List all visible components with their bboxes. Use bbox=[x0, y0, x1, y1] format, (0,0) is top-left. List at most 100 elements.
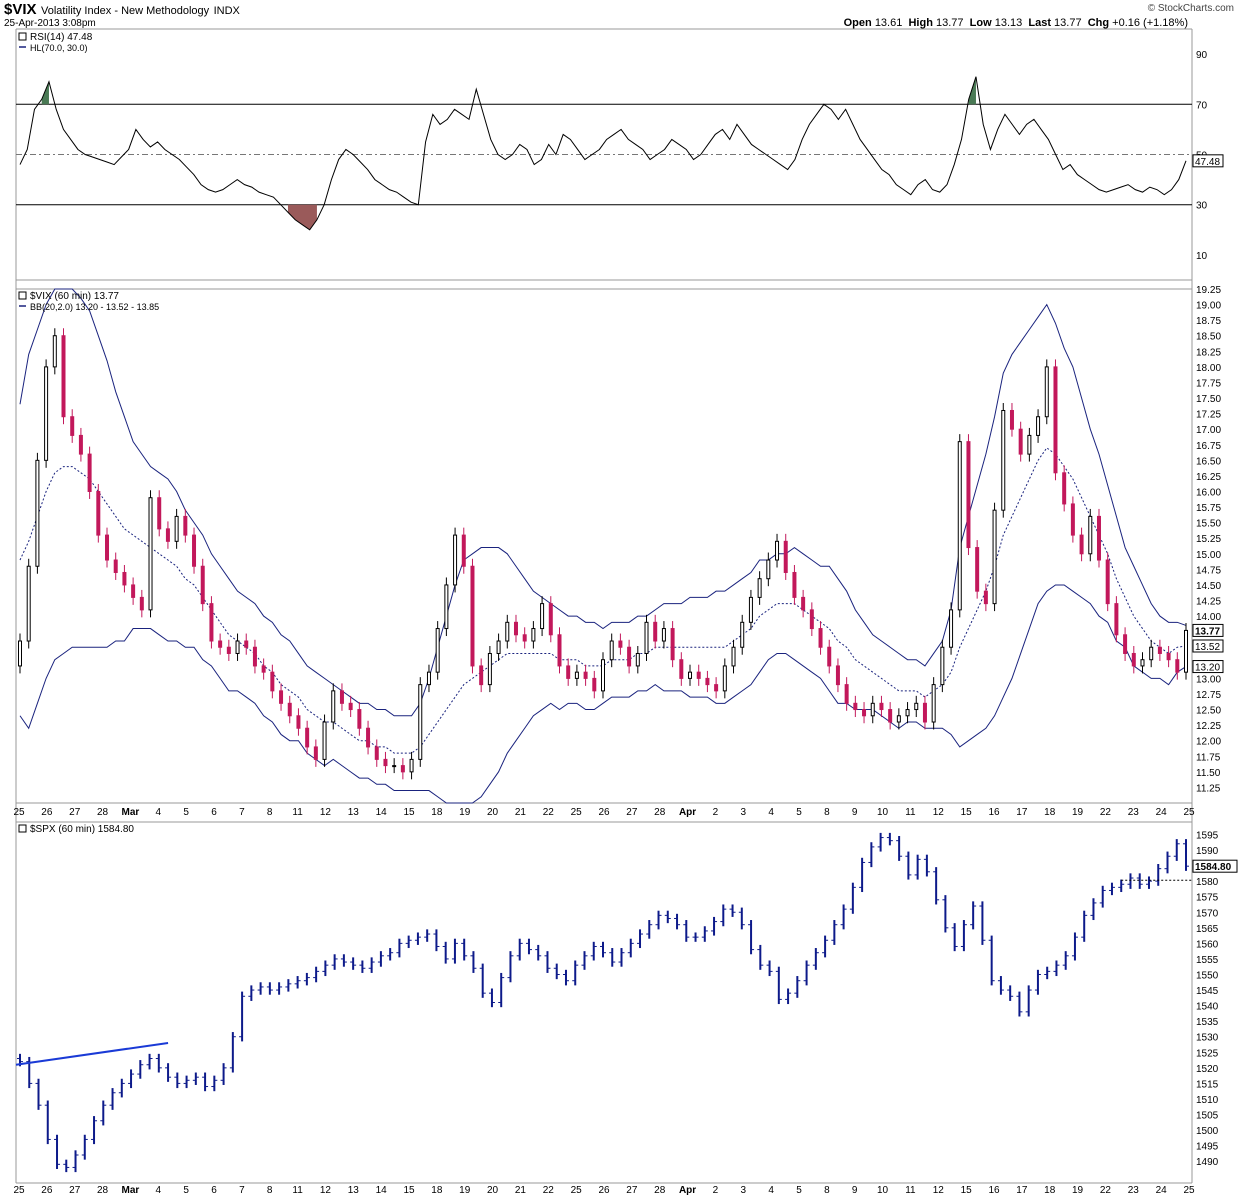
bb-legend: BB(20,2.0) 13.20 - 13.52 - 13.85 bbox=[30, 302, 159, 312]
vix-candle bbox=[905, 709, 910, 717]
vix-y-tick: 18.75 bbox=[1196, 316, 1221, 327]
vix-candle bbox=[505, 621, 510, 642]
rsi-y-tick: 10 bbox=[1196, 251, 1208, 262]
x-tick-label: 21 bbox=[515, 807, 527, 818]
x-tick-label: 5 bbox=[796, 1185, 802, 1196]
rsi-oversold-fill bbox=[287, 204, 317, 230]
chart-header: $VIX Volatility Index - New Methodology … bbox=[4, 1, 240, 19]
vix-y-tick: 14.00 bbox=[1196, 612, 1221, 623]
vix-candle bbox=[870, 702, 875, 717]
vix-candle bbox=[862, 709, 867, 717]
spx-y-tick: 1500 bbox=[1196, 1126, 1219, 1137]
vix-candle bbox=[966, 441, 971, 549]
vix-candle bbox=[192, 534, 197, 567]
x-tick-label: 19 bbox=[459, 807, 471, 818]
vix-candle bbox=[313, 746, 318, 760]
x-tick-label: 14 bbox=[376, 807, 388, 818]
vix-candle bbox=[731, 646, 736, 667]
x-tick-label: 4 bbox=[156, 1185, 162, 1196]
spx-y-tick: 1555 bbox=[1196, 955, 1219, 966]
x-tick-label: 15 bbox=[961, 807, 973, 818]
open-label: Open bbox=[843, 17, 872, 29]
x-tick-label: 26 bbox=[598, 807, 610, 818]
vix-candle bbox=[818, 628, 823, 648]
x-tick-label: 15 bbox=[403, 1185, 415, 1196]
vix-candle bbox=[339, 690, 344, 704]
vix-candle bbox=[305, 727, 310, 748]
x-tick-label: 22 bbox=[1100, 1185, 1112, 1196]
vix-candle bbox=[635, 652, 640, 667]
x-tick-label: 11 bbox=[292, 1185, 303, 1196]
x-tick-label: 2 bbox=[713, 807, 719, 818]
vix-candle bbox=[252, 646, 257, 667]
x-tick-label: 13 bbox=[348, 1185, 360, 1196]
vix-candle bbox=[279, 690, 284, 704]
x-tick-label: 26 bbox=[598, 1185, 610, 1196]
x-tick-label: 4 bbox=[768, 807, 774, 818]
vix-candle bbox=[479, 665, 484, 686]
low-value: 13.13 bbox=[994, 17, 1023, 29]
vix-candle bbox=[426, 671, 431, 686]
x-tick-label: Apr bbox=[679, 1185, 696, 1196]
spx-y-tick: 1530 bbox=[1196, 1033, 1219, 1044]
vix-candle bbox=[218, 640, 223, 648]
vix-candle bbox=[1070, 503, 1075, 536]
vix-candle bbox=[183, 515, 188, 536]
vix-candle bbox=[148, 497, 153, 611]
x-tick-label: 19 bbox=[1072, 807, 1084, 818]
vix-candle bbox=[757, 578, 762, 598]
x-tick-label: 28 bbox=[97, 807, 109, 818]
vix-candle bbox=[96, 490, 101, 536]
vix-legend: $VIX (60 min) 13.77 bbox=[30, 291, 119, 302]
last-value: 13.77 bbox=[1054, 17, 1082, 29]
spx-y-tick: 1540 bbox=[1196, 1002, 1219, 1013]
x-tick-label: 18 bbox=[1044, 1185, 1056, 1196]
vix-y-tick: 18.50 bbox=[1196, 332, 1221, 343]
vix-candle bbox=[374, 746, 379, 760]
vix-candle bbox=[244, 640, 249, 648]
vix-candle bbox=[296, 715, 301, 729]
vix-candle bbox=[331, 690, 336, 723]
vix-candle bbox=[931, 684, 936, 723]
x-tick-label: 20 bbox=[487, 807, 499, 818]
high-label: High bbox=[908, 17, 933, 29]
vix-y-tick: 11.50 bbox=[1196, 768, 1221, 779]
x-tick-label: 23 bbox=[1128, 1185, 1140, 1196]
vix-y-tick: 18.25 bbox=[1196, 347, 1221, 358]
x-tick-label: 24 bbox=[1156, 807, 1168, 818]
x-tick-label: 12 bbox=[320, 807, 332, 818]
vix-candle bbox=[87, 453, 92, 492]
vix-candle bbox=[383, 758, 388, 767]
vix-y-tick: 17.75 bbox=[1196, 378, 1221, 389]
vix-candle bbox=[444, 584, 449, 630]
x-tick-label: 27 bbox=[69, 1185, 81, 1196]
vix-y-tick: 12.50 bbox=[1196, 706, 1221, 717]
x-tick-label: 14 bbox=[376, 1185, 388, 1196]
open-value: 13.61 bbox=[874, 17, 903, 29]
x-tick-label: 5 bbox=[796, 807, 802, 818]
vix-candle bbox=[113, 559, 118, 573]
vix-candle bbox=[453, 534, 458, 586]
vix-candle bbox=[44, 366, 49, 461]
vix-value-tag bbox=[1192, 660, 1224, 674]
vix-candle bbox=[835, 665, 840, 686]
x-tick-label: 11 bbox=[905, 1185, 916, 1196]
x-tick-label: 22 bbox=[543, 807, 555, 818]
x-tick-label: 8 bbox=[267, 1185, 273, 1196]
vix-candle bbox=[105, 534, 110, 561]
vix-candle bbox=[566, 665, 571, 679]
spx-trendline bbox=[15, 1041, 169, 1066]
x-tick-label: 5 bbox=[183, 1185, 189, 1196]
vix-candle bbox=[270, 671, 275, 692]
x-tick-label: 16 bbox=[988, 807, 1000, 818]
vix-candle bbox=[348, 702, 353, 711]
spx-y-tick: 1490 bbox=[1196, 1157, 1219, 1168]
x-tick-label: 21 bbox=[515, 1185, 527, 1196]
vix-candle bbox=[574, 671, 579, 679]
spx-y-tick: 1505 bbox=[1196, 1111, 1219, 1122]
vix-candle bbox=[740, 621, 745, 648]
vix-candle bbox=[1079, 534, 1084, 555]
x-tick-label: 12 bbox=[933, 807, 945, 818]
spx-y-tick: 1515 bbox=[1196, 1079, 1219, 1090]
bb-middle-band bbox=[19, 447, 1187, 754]
